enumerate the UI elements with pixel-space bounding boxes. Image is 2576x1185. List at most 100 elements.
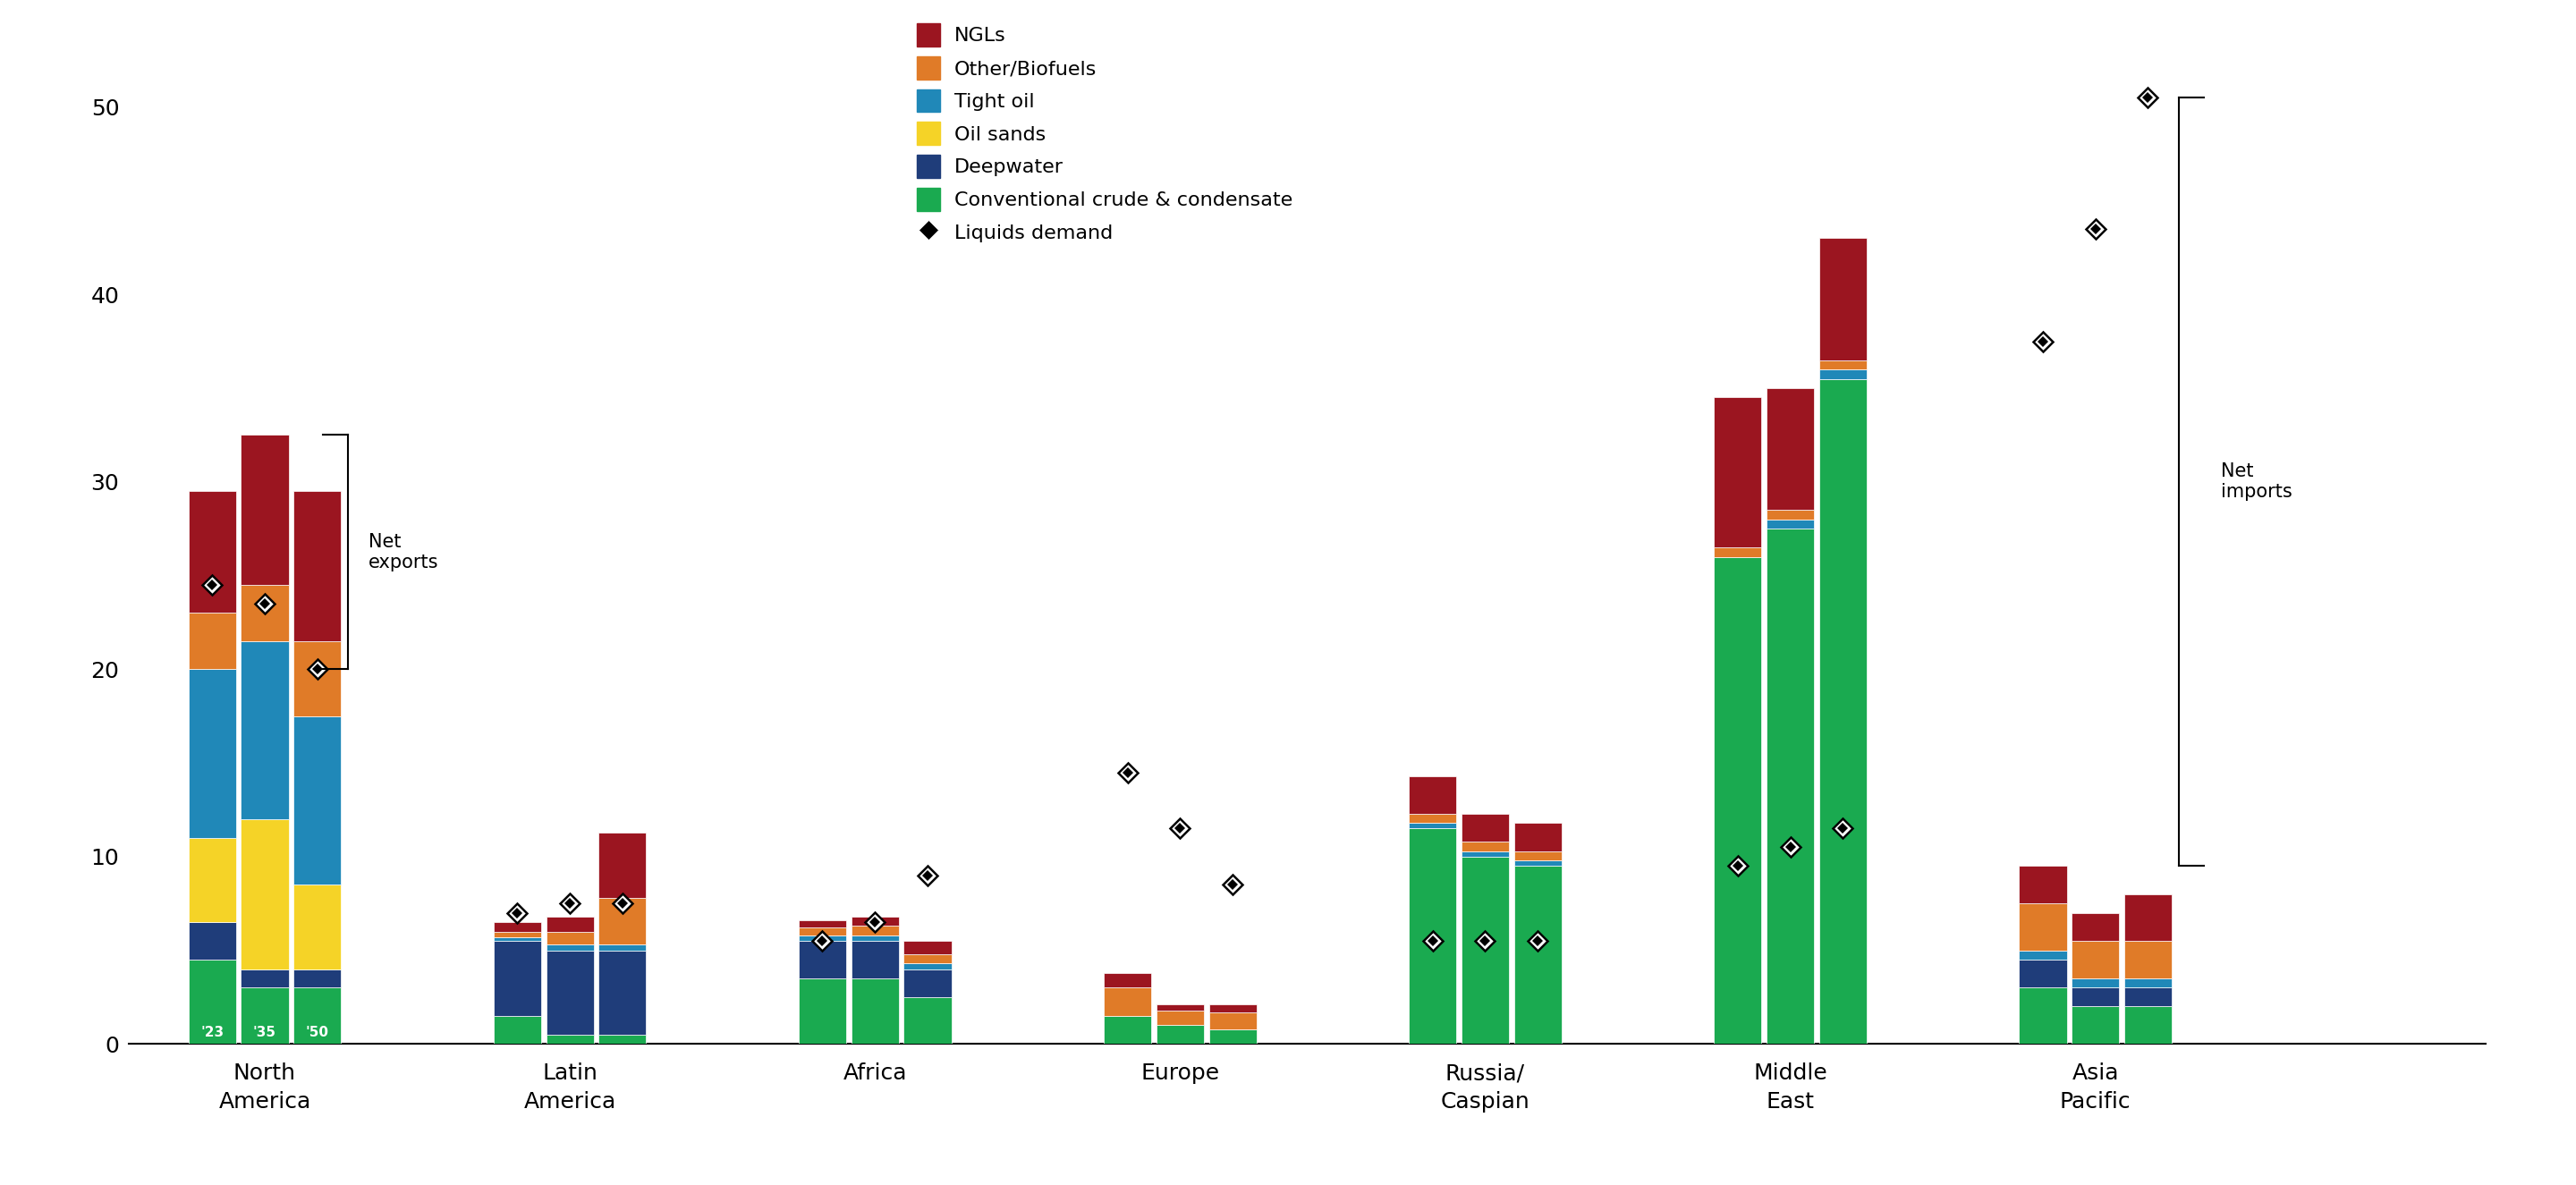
Bar bbox=[294, 969, 340, 988]
Bar bbox=[242, 819, 289, 969]
Bar bbox=[1461, 857, 1510, 1044]
Bar bbox=[188, 492, 237, 613]
Bar bbox=[2071, 1006, 2120, 1044]
Bar bbox=[1157, 1011, 1203, 1025]
Bar bbox=[1767, 389, 1814, 510]
Bar bbox=[2071, 912, 2120, 941]
Bar bbox=[1103, 973, 1151, 988]
Bar bbox=[294, 885, 340, 969]
Bar bbox=[850, 979, 899, 1044]
Bar bbox=[495, 1016, 541, 1044]
Bar bbox=[1819, 238, 1868, 360]
Bar bbox=[598, 950, 647, 1035]
Bar bbox=[1208, 1029, 1257, 1044]
Bar bbox=[188, 613, 237, 670]
Bar bbox=[1157, 1025, 1203, 1044]
Bar bbox=[242, 435, 289, 585]
Bar bbox=[799, 928, 845, 935]
Bar bbox=[242, 641, 289, 819]
Bar bbox=[2020, 960, 2066, 988]
Bar bbox=[1767, 510, 1814, 519]
Bar bbox=[1515, 866, 1561, 1044]
Bar bbox=[242, 969, 289, 988]
Bar bbox=[242, 988, 289, 1044]
Bar bbox=[495, 941, 541, 1016]
Bar bbox=[2071, 979, 2120, 988]
Bar bbox=[2020, 903, 2066, 950]
Bar bbox=[2125, 988, 2172, 1006]
Bar bbox=[294, 988, 340, 1044]
Bar bbox=[1713, 397, 1762, 547]
Bar bbox=[1461, 841, 1510, 851]
Bar bbox=[188, 922, 237, 960]
Bar bbox=[1515, 822, 1561, 851]
Bar bbox=[2020, 950, 2066, 960]
Bar bbox=[1208, 1005, 1257, 1012]
Bar bbox=[2020, 866, 2066, 903]
Bar bbox=[546, 950, 592, 1035]
Bar bbox=[1515, 860, 1561, 866]
Bar bbox=[904, 954, 951, 963]
Bar bbox=[1409, 828, 1455, 1044]
Bar bbox=[598, 944, 647, 950]
Bar bbox=[546, 1035, 592, 1044]
Bar bbox=[1208, 1012, 1257, 1029]
Bar bbox=[294, 641, 340, 716]
Bar bbox=[1515, 851, 1561, 860]
Bar bbox=[904, 963, 951, 969]
Bar bbox=[2125, 1006, 2172, 1044]
Bar bbox=[1819, 370, 1868, 379]
Bar bbox=[598, 832, 647, 898]
Bar bbox=[1409, 814, 1455, 822]
Bar bbox=[495, 922, 541, 931]
Bar bbox=[546, 944, 592, 950]
Bar bbox=[598, 1035, 647, 1044]
Bar bbox=[1461, 814, 1510, 841]
Bar bbox=[1713, 547, 1762, 557]
Bar bbox=[2125, 893, 2172, 941]
Bar bbox=[1103, 988, 1151, 1016]
Bar bbox=[1461, 851, 1510, 857]
Bar bbox=[2125, 979, 2172, 988]
Bar bbox=[1819, 360, 1868, 370]
Bar bbox=[2071, 941, 2120, 979]
Bar bbox=[1767, 519, 1814, 529]
Legend: NGLs, Other/Biofuels, Tight oil, Oil sands, Deepwater, Conventional crude & cond: NGLs, Other/Biofuels, Tight oil, Oil san… bbox=[917, 24, 1293, 244]
Bar bbox=[1767, 529, 1814, 1044]
Bar bbox=[2020, 988, 2066, 1044]
Bar bbox=[495, 937, 541, 941]
Text: '35: '35 bbox=[252, 1026, 276, 1039]
Bar bbox=[294, 716, 340, 885]
Bar bbox=[850, 925, 899, 935]
Bar bbox=[904, 997, 951, 1044]
Text: Net
exports: Net exports bbox=[368, 533, 438, 571]
Text: '23: '23 bbox=[201, 1026, 224, 1039]
Bar bbox=[188, 670, 237, 838]
Bar bbox=[2071, 988, 2120, 1006]
Text: '50: '50 bbox=[307, 1026, 330, 1039]
Bar bbox=[188, 838, 237, 922]
Bar bbox=[242, 585, 289, 641]
Bar bbox=[495, 931, 541, 937]
Bar bbox=[850, 916, 899, 925]
Bar bbox=[2125, 941, 2172, 979]
Bar bbox=[1157, 1005, 1203, 1011]
Bar bbox=[799, 941, 845, 979]
Bar bbox=[799, 935, 845, 941]
Bar bbox=[294, 492, 340, 641]
Bar bbox=[799, 921, 845, 928]
Bar bbox=[850, 935, 899, 941]
Text: Net
imports: Net imports bbox=[2221, 462, 2293, 501]
Bar bbox=[546, 931, 592, 944]
Bar bbox=[1409, 776, 1455, 814]
Bar bbox=[904, 941, 951, 954]
Bar bbox=[850, 941, 899, 979]
Bar bbox=[188, 960, 237, 1044]
Bar bbox=[1713, 557, 1762, 1044]
Bar bbox=[1103, 1016, 1151, 1044]
Bar bbox=[904, 969, 951, 997]
Bar bbox=[799, 979, 845, 1044]
Bar bbox=[546, 916, 592, 931]
Bar bbox=[1819, 379, 1868, 1044]
Bar bbox=[1409, 822, 1455, 828]
